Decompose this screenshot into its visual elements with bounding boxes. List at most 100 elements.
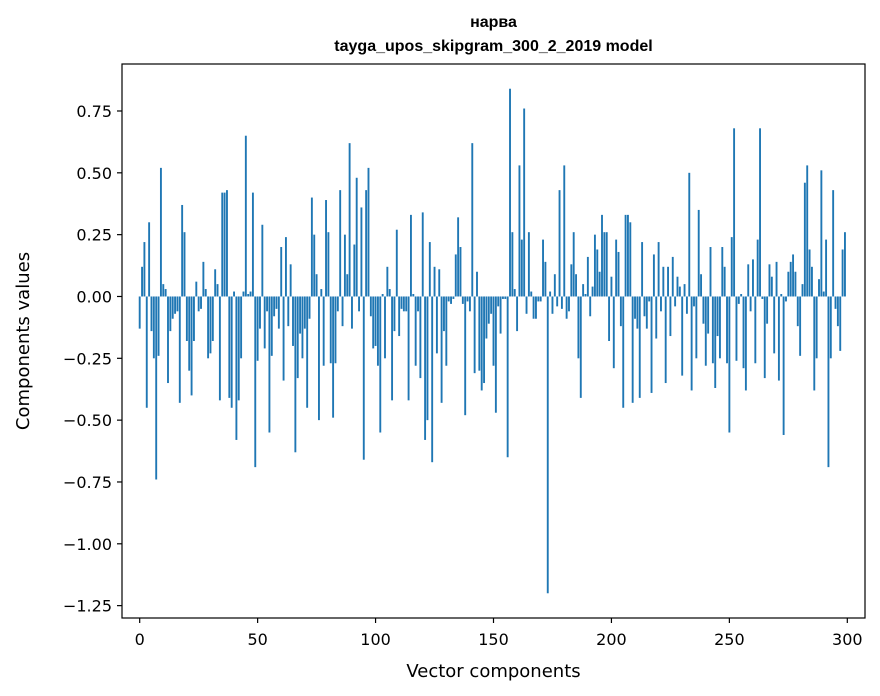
- y-tick-label: 0.50: [76, 164, 112, 183]
- bar-97: [367, 167, 370, 297]
- bar-27: [202, 261, 205, 297]
- bar-231: [683, 284, 686, 297]
- y-tick-label: −0.25: [63, 349, 112, 368]
- bar-173: [546, 296, 549, 594]
- bar-102: [379, 296, 382, 433]
- bar-178: [558, 190, 561, 297]
- bar-233: [688, 172, 691, 297]
- bar-20: [185, 296, 188, 341]
- bar-30: [209, 296, 212, 354]
- bar-84: [336, 296, 339, 312]
- bar-167: [532, 296, 535, 319]
- bar-83: [334, 296, 337, 364]
- bar-220: [657, 242, 660, 297]
- bar-262: [756, 239, 759, 297]
- bar-172: [544, 261, 547, 297]
- y-tick-label: −1.00: [63, 535, 112, 554]
- bar-156: [506, 296, 509, 458]
- bar-253: [735, 296, 738, 361]
- bar-241: [707, 296, 710, 334]
- bar-69: [301, 296, 304, 359]
- bar-282: [803, 182, 806, 297]
- bar-125: [433, 266, 436, 297]
- bar-44: [242, 291, 245, 297]
- bar-130: [445, 296, 448, 366]
- bar-225: [669, 296, 672, 337]
- bar-51: [259, 296, 261, 329]
- bar-286: [813, 296, 816, 391]
- bar-59: [277, 296, 280, 329]
- bar-113: [405, 296, 408, 312]
- bar-143: [476, 271, 478, 297]
- bar-239: [702, 296, 705, 324]
- y-axis-ticks: 0.75 0.50 0.25 0.00 −0.25 −0.50 −0.75 −1.00 −1.2…: [63, 102, 122, 616]
- bar-249: [726, 296, 728, 364]
- bar-214: [643, 296, 646, 317]
- bar-86: [341, 296, 344, 327]
- bar-223: [664, 296, 667, 384]
- bar-168: [535, 296, 537, 319]
- bar-170: [539, 296, 542, 302]
- bar-213: [641, 242, 644, 297]
- bar-134: [454, 254, 457, 297]
- bar-276: [789, 261, 792, 297]
- bar-141: [471, 143, 474, 297]
- bar-70: [303, 296, 306, 329]
- bar-60: [280, 247, 283, 297]
- bar-162: [520, 239, 523, 297]
- bar-75: [315, 274, 318, 297]
- x-tick-label: 200: [596, 630, 627, 649]
- bar-247: [721, 247, 724, 297]
- bar-2: [143, 242, 146, 297]
- bar-283: [806, 165, 809, 297]
- y-tick-label: 0.25: [76, 226, 112, 245]
- bar-150: [492, 296, 495, 366]
- bar-252: [733, 128, 736, 297]
- bar-250: [728, 296, 731, 433]
- bar-184: [572, 232, 575, 297]
- x-tick-label: 300: [832, 630, 863, 649]
- bar-191: [589, 296, 592, 317]
- bar-77: [320, 289, 323, 297]
- bar-293: [829, 296, 832, 359]
- y-tick-label: −0.50: [63, 411, 112, 430]
- bar-76: [318, 296, 320, 421]
- bar-298: [841, 249, 844, 297]
- x-tick-label: 100: [360, 630, 391, 649]
- bar-48: [251, 192, 254, 297]
- bar-263: [759, 128, 761, 297]
- bar-35: [221, 192, 224, 297]
- bar-14: [171, 296, 174, 319]
- bar-128: [440, 296, 443, 403]
- bar-54: [266, 296, 269, 312]
- bar-188: [582, 284, 585, 297]
- bar-56: [270, 296, 273, 356]
- bar-1: [141, 266, 143, 297]
- bar-37: [226, 190, 228, 297]
- bar-33: [216, 284, 219, 297]
- bar-244: [714, 296, 717, 388]
- bar-92: [355, 177, 358, 297]
- bar-299: [844, 232, 846, 297]
- bar-22: [190, 296, 193, 396]
- bar-62: [284, 237, 287, 297]
- x-tick-label: 250: [714, 630, 745, 649]
- bar-297: [839, 296, 842, 351]
- bar-246: [718, 296, 721, 359]
- bar-193: [593, 234, 596, 297]
- bar-265: [763, 296, 766, 379]
- bar-98: [369, 296, 372, 317]
- bar-66: [294, 296, 297, 453]
- bar-96: [365, 190, 368, 297]
- bar-230: [681, 296, 684, 376]
- bar-238: [700, 274, 703, 297]
- bar-229: [678, 286, 681, 297]
- bar-295: [834, 296, 837, 309]
- bar-237: [697, 209, 700, 297]
- plot-frame: [121, 63, 866, 619]
- bar-123: [428, 242, 431, 297]
- bar-31: [211, 296, 214, 341]
- bar-80: [327, 232, 330, 297]
- bar-264: [761, 296, 764, 299]
- bar-34: [218, 296, 221, 401]
